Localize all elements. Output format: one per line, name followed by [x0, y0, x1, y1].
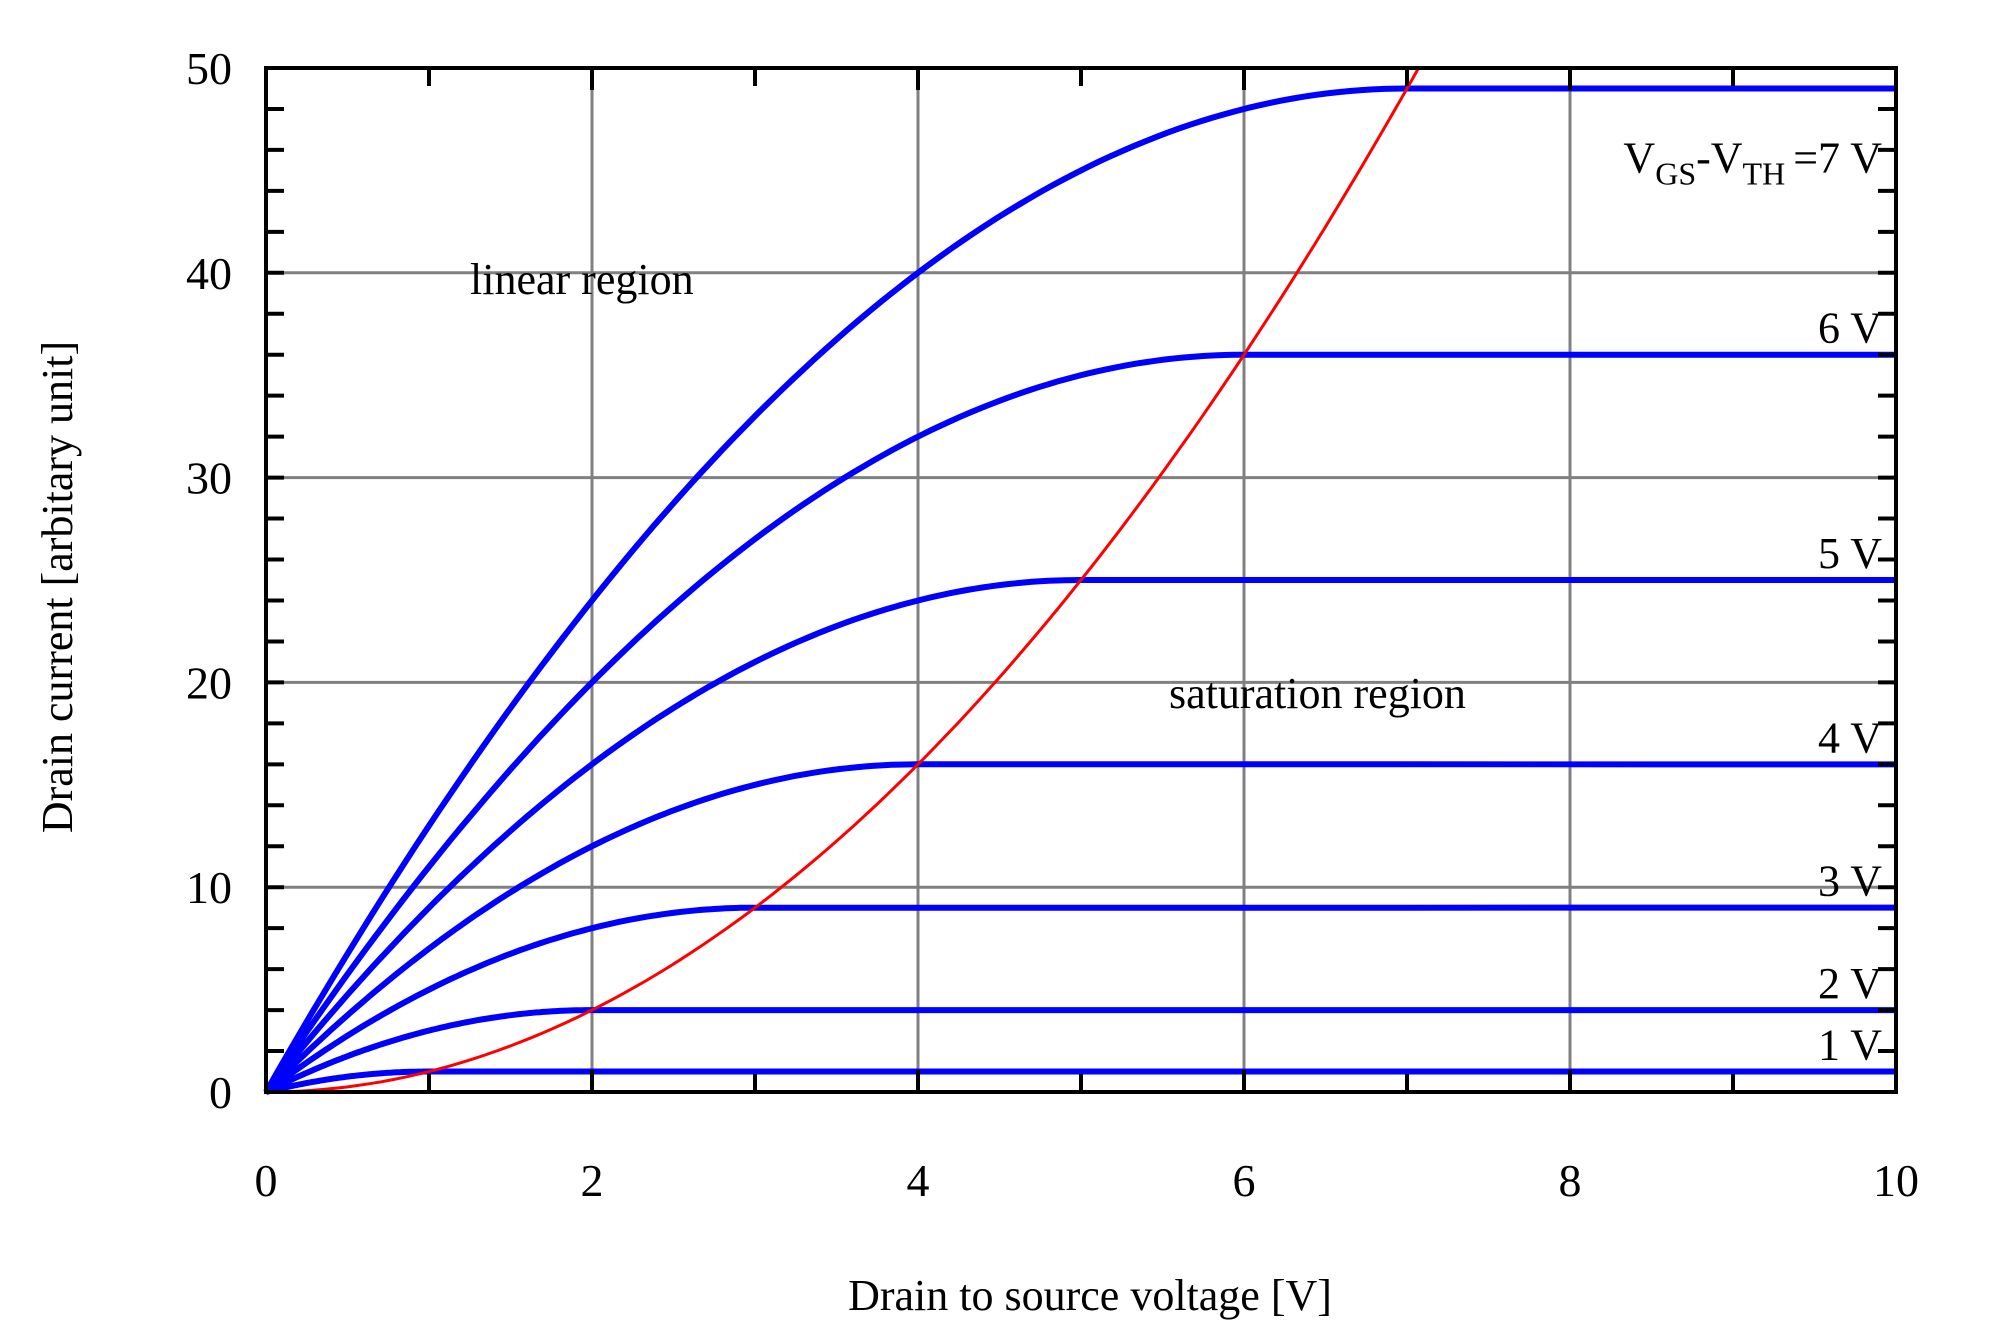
x-tick-label: 2: [581, 1155, 604, 1206]
x-tick-label: 8: [1559, 1155, 1582, 1206]
curves: [263, 67, 1897, 1095]
annotation-linear-region: linear region: [470, 255, 694, 304]
y-axis-title: Drain current [arbitary unit]: [33, 341, 82, 833]
plot-frame: [264, 66, 1898, 1094]
series-label: 5 V: [1818, 529, 1882, 578]
y-tick-label: 20: [186, 657, 232, 708]
series-line: [264, 904, 1897, 1095]
series-line: [263, 351, 1897, 1094]
series-line: [264, 1007, 1897, 1095]
series-label: 3 V: [1818, 857, 1882, 906]
series-label-part: GS: [1655, 155, 1696, 191]
y-tick-label: 0: [209, 1067, 232, 1118]
saturation-boundary-line: [265, 67, 1420, 1094]
x-tick-label: 6: [1233, 1155, 1256, 1206]
series-label-part: TH: [1743, 155, 1786, 191]
series-line: [263, 577, 1896, 1094]
series-label-part: =7 V: [1793, 133, 1882, 182]
series-line: [263, 85, 1897, 1094]
y-tick-label: 10: [186, 862, 232, 913]
x-tick-label: 10: [1873, 1155, 1919, 1206]
series-label: 4 V: [1818, 713, 1882, 762]
series-line: [263, 761, 1897, 1095]
series-label-part: V: [1711, 133, 1743, 182]
series-label-part: -: [1696, 133, 1711, 182]
series-label: VGS-VTH =7 V: [1623, 133, 1882, 191]
y-tick-label: 40: [186, 248, 232, 299]
series-label: 1 V: [1818, 1021, 1882, 1070]
series-line: [264, 1068, 1897, 1095]
annotation-saturation-region: saturation region: [1169, 669, 1466, 718]
y-tick-label: 50: [186, 43, 232, 94]
series-label: 6 V: [1818, 304, 1882, 353]
grid: [266, 68, 1896, 1092]
x-tick-label: 0: [255, 1155, 278, 1206]
x-tick-label: 4: [907, 1155, 930, 1206]
series-label: 2 V: [1818, 959, 1882, 1008]
x-axis-title: Drain to source voltage [V]: [848, 1271, 1332, 1320]
series-label-part: V: [1623, 133, 1655, 182]
tick-labels: 0 2 4 6 8 10 0 10 20 30 40 50: [186, 43, 1919, 1206]
y-tick-label: 30: [186, 453, 232, 504]
